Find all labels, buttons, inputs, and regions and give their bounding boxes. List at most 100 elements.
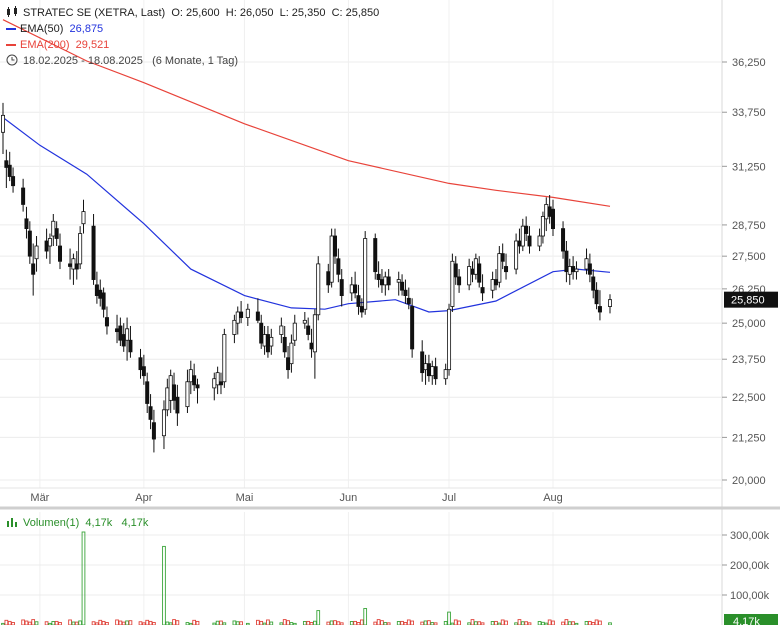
candle-body (125, 328, 130, 341)
candle-body (34, 245, 39, 260)
volume-tick-label: 300,00k (730, 530, 770, 542)
chart-header: STRATEC SE (XETRA, Last) O: 25,600 H: 26… (6, 6, 379, 20)
candle-body (574, 268, 579, 273)
volume-bar (282, 619, 287, 625)
candle-body (269, 336, 274, 347)
candle-body (470, 268, 475, 275)
candle-body (58, 245, 63, 262)
candle-body (239, 311, 244, 318)
candle-body (0, 114, 6, 133)
candle-body (453, 263, 458, 278)
volume-bar (192, 619, 197, 625)
volume-bar (383, 622, 388, 625)
ema200-swatch (6, 44, 16, 47)
volume-bar (477, 621, 482, 625)
volume-bar (504, 620, 508, 625)
candle-body (353, 284, 358, 294)
volume-bar (71, 621, 76, 625)
candle-body (104, 317, 109, 327)
candle-body (396, 279, 401, 283)
volume-bar (359, 619, 364, 625)
ema200-line (2, 19, 611, 207)
candle-body (400, 281, 405, 291)
volume-bar (329, 620, 334, 625)
candle-body (339, 279, 344, 296)
price-tick-label: 22,500 (732, 392, 766, 404)
ohlc-values: O: 25,600 H: 26,050 L: 25,350 C: 25,850 (171, 7, 380, 19)
candle-body (21, 187, 26, 205)
volume-bar (125, 620, 129, 625)
candle-body (504, 266, 509, 273)
volume-bar (306, 620, 311, 625)
volume-bar (222, 622, 227, 625)
ema200-value: 29,521 (75, 39, 110, 51)
volume-bar (175, 620, 180, 625)
candle-body (359, 306, 364, 313)
candles (0, 102, 613, 453)
volume-bar (219, 620, 223, 625)
candle-body (591, 276, 596, 291)
volume-bar (245, 622, 250, 625)
volume-bar (480, 622, 485, 625)
candle-body (262, 334, 267, 347)
candle-body (255, 311, 260, 321)
volume-bar (547, 619, 552, 625)
volume-bar (185, 622, 190, 625)
volume-bar (433, 622, 438, 625)
volume-bar (51, 621, 56, 625)
candle-body (121, 334, 126, 347)
candle-body (597, 306, 602, 313)
volume-bar (162, 545, 166, 625)
candlestick-icon (6, 6, 18, 18)
candle-body (218, 381, 223, 386)
volume-bars-icon (6, 516, 18, 528)
last-volume-label: 4,17k (733, 616, 760, 625)
candle-body (537, 235, 542, 247)
candle-body (373, 238, 378, 273)
volume-bar (608, 622, 612, 625)
candle-body (279, 325, 284, 335)
candle-body (172, 384, 177, 401)
ema200-legend[interactable]: EMA(200) 29,521 (6, 38, 109, 52)
candle-body (524, 225, 529, 234)
candle-body (54, 228, 59, 239)
candle-body (410, 306, 415, 350)
ema50-line (2, 117, 611, 313)
price-tick-label: 23,750 (732, 354, 766, 366)
last-volume-badge (724, 614, 778, 625)
ema50-legend[interactable]: EMA(50) 26,875 (6, 22, 103, 36)
volume-bar (349, 621, 354, 625)
volume-bar (195, 620, 200, 625)
candle-body (587, 263, 592, 275)
volume-bar (470, 619, 475, 625)
volume-bar (172, 619, 176, 625)
volume-bar (232, 620, 237, 625)
volume-bar (430, 622, 435, 625)
candle-body (165, 387, 170, 411)
volume-bar (279, 622, 284, 625)
candle-body (81, 211, 86, 225)
volume-bar (457, 620, 461, 625)
candle-body (333, 235, 338, 257)
candle-body (550, 208, 555, 230)
volume-bars (1, 531, 612, 625)
price-tick-label: 21,250 (732, 432, 766, 444)
candle-body (212, 378, 217, 389)
volume-bar (239, 621, 243, 625)
volume-bar (68, 619, 72, 625)
candle-body (584, 258, 589, 270)
volume-bar (286, 620, 290, 625)
candle-body (68, 263, 73, 267)
volume-bar (145, 619, 150, 625)
candle-body (567, 266, 572, 275)
volume-bar (474, 621, 478, 625)
candle-body (561, 228, 566, 252)
candle-body (175, 396, 180, 414)
candle-body (78, 233, 83, 265)
candle-body (265, 334, 270, 353)
candle-body (302, 319, 307, 324)
time-tick-label: Mai (236, 492, 254, 504)
volume-bar (517, 619, 522, 625)
candle-body (480, 287, 485, 294)
